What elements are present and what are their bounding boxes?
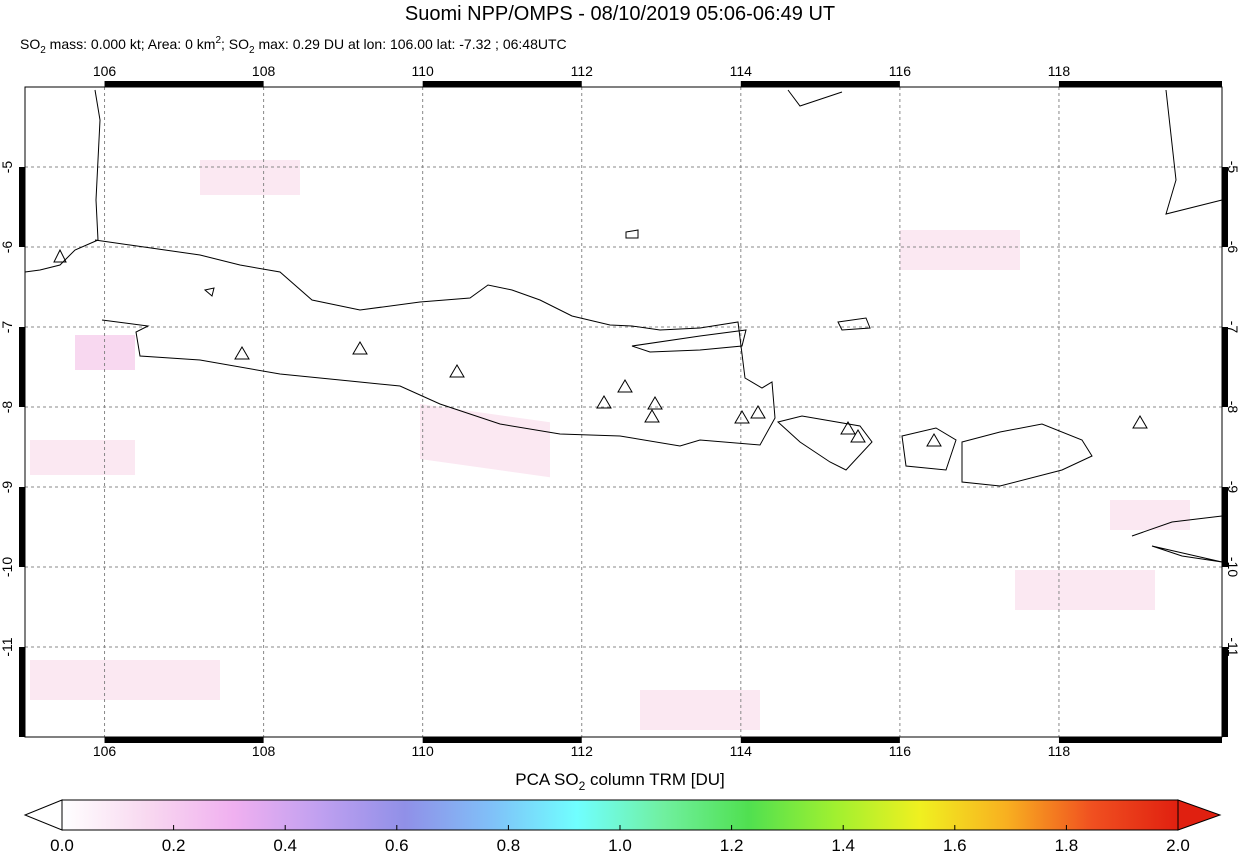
subtitle-part: 2 [40,45,46,56]
coastline [776,415,873,471]
coastline [901,427,957,471]
x-tick-label: 114 [730,743,753,759]
colorbar-tick-label: 0.8 [497,836,521,855]
y-tick-label: -10 [0,557,15,577]
x-tick-label: 112 [571,63,594,79]
subtitle-part: SO [20,36,40,52]
y-tick-label: -11 [1225,637,1239,656]
colorbar-tick-label: 1.4 [831,836,855,855]
frame-bar [1222,647,1228,737]
coastline [631,329,747,353]
colorbar-tick-label: 1.0 [608,836,632,855]
map-border [24,86,1223,738]
y-tick-label: -10 [1225,557,1239,577]
subtitle: SO2 mass: 0.000 kt; Area: 0 km2; SO2 max… [20,35,567,56]
frame-bar [740,737,900,743]
colorbar-tick-label: 0.0 [50,836,74,855]
map-frame [19,81,1228,743]
frame-bar [1222,487,1228,567]
coastline [961,423,1093,487]
coastline [1165,89,1223,215]
grid [25,87,1222,737]
x-tick-label: 118 [1048,63,1071,79]
colorbar-tick-label: 0.2 [162,836,186,855]
x-tick-label: 106 [93,743,117,759]
x-tick-label: 110 [412,63,435,79]
x-tick-label: 110 [412,743,435,759]
colorbar-tick-label: 2.0 [1166,836,1190,855]
colorbar-tick-label: 1.2 [720,836,744,855]
frame-bar [19,487,25,567]
frame-bar [104,81,264,87]
y-tick-label: -7 [0,321,15,334]
map [19,81,1228,743]
x-tick-label: 108 [252,743,276,759]
retrieval-noise [30,160,1190,730]
colorbar-label-part: 2 [579,779,586,793]
frame-bar [104,737,264,743]
y-tick-label: -8 [1225,401,1239,414]
y-tick-label: -5 [0,161,15,174]
subtitle-part: ; SO [221,36,249,52]
title: Suomi NPP/OMPS - 08/10/2019 05:06-06:49 … [405,3,835,25]
colorbar-label-part: column TRM [DU] [585,770,725,789]
frame-bar [1058,737,1222,743]
frame-bar [19,327,25,407]
colorbar-label: PCA SO2 column TRM [DU] [515,770,725,793]
x-tick-label: 116 [889,63,912,79]
coastline [94,239,776,447]
subtitle-part: 2 [249,45,255,56]
coastline [787,89,843,107]
volcanoes [53,248,1148,447]
map-background [25,87,1222,737]
y-tick-label: -11 [0,637,15,656]
frame-bar [19,167,25,247]
coastline [24,89,101,273]
colorbar-extend-low [23,799,63,831]
y-tick-label: -5 [1225,161,1239,174]
colorbar-tick-label: 0.4 [273,836,297,855]
subtitle-part: 2 [215,35,221,46]
x-tick-label: 114 [730,63,753,79]
frame-bar [1222,167,1228,247]
frame-bar [422,81,582,87]
y-tick-label: -9 [1225,481,1239,494]
coastline [203,229,871,331]
x-tick-label: 116 [889,743,912,759]
subtitle-part: mass: 0.000 kt; Area: 0 km [46,36,216,52]
x-tick-label: 108 [252,63,276,79]
volcano-marker [53,248,1148,447]
x-tick-label: 118 [1048,743,1071,759]
frame-bar [422,737,582,743]
x-tick-label: 106 [93,63,117,79]
frame-bar [1222,327,1228,407]
y-tick-label: -6 [0,241,15,254]
frame-bar [740,81,900,87]
colorbar: PCA SO2 column TRM [DU] 0.0 0.2 0.4 0.6 0.8 1… [23,770,1222,855]
subtitle-part: max: 0.29 DU at lon: 106.00 lat: -7.32 ;… [255,36,567,52]
colorbar-tick-label: 1.8 [1055,836,1079,855]
coastlines [24,89,1223,563]
y-tick-label: -9 [0,481,15,494]
frame-bar [1058,81,1222,87]
x-tick-label: 112 [571,743,594,759]
y-tick-label: -6 [1225,241,1239,254]
coastline [1131,515,1223,563]
colorbar-tick-label: 1.6 [943,836,967,855]
colorbar-tick-label: 0.6 [385,836,409,855]
colorbar-label-part: PCA SO [515,770,578,789]
colorbar-extend-high [1177,799,1222,831]
y-tick-label: -8 [0,401,15,414]
frame-bar [19,647,25,737]
y-tick-label: -7 [1225,321,1239,334]
